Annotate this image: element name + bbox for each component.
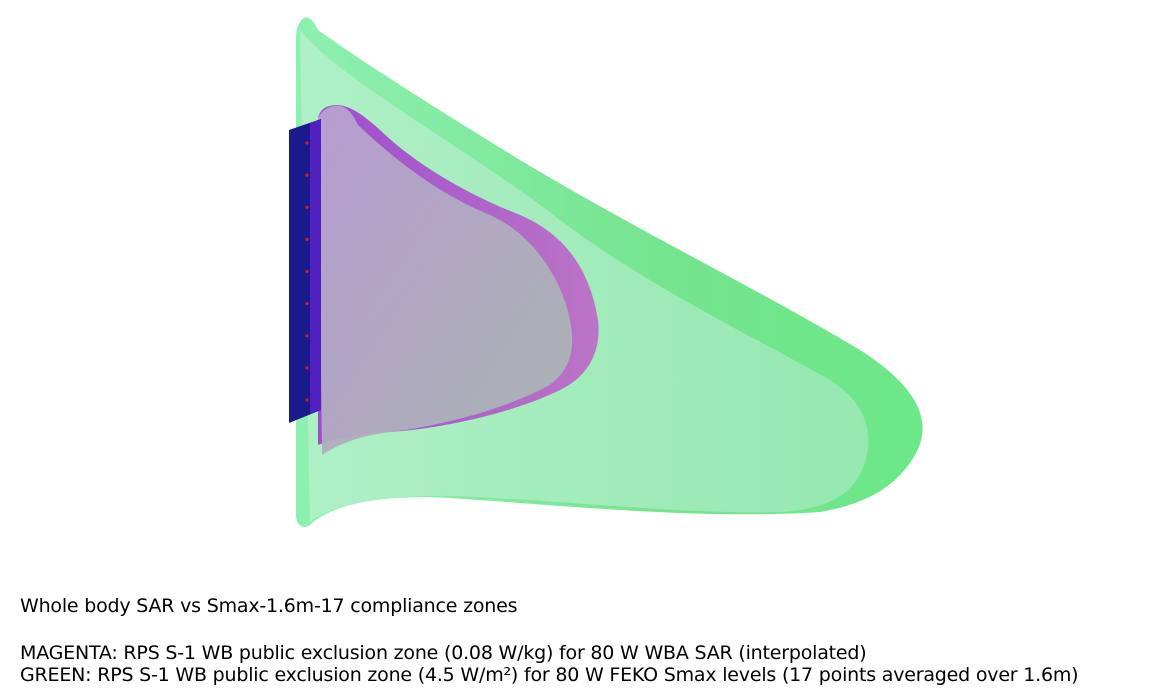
antenna-point bbox=[305, 237, 309, 241]
legend-magenta-line: MAGENTA: RPS S-1 WB public exclusion zon… bbox=[20, 642, 867, 664]
legend-green-line: GREEN: RPS S-1 WB public exclusion zone … bbox=[20, 664, 1079, 686]
compliance-zones-render bbox=[289, 17, 923, 527]
antenna-point bbox=[305, 366, 309, 370]
antenna-point bbox=[305, 269, 309, 274]
antenna-point bbox=[305, 205, 309, 209]
antenna-point bbox=[305, 141, 309, 145]
antenna-panel-edge bbox=[310, 119, 321, 414]
figure-title: Whole body SAR vs Smax-1.6m-17 complianc… bbox=[20, 595, 518, 617]
overlap-region bbox=[318, 105, 573, 456]
antenna-point bbox=[305, 173, 309, 177]
3d-viewport[interactable] bbox=[0, 0, 1160, 580]
antenna-point bbox=[305, 302, 309, 306]
antenna-point bbox=[305, 398, 309, 402]
antenna-point bbox=[305, 334, 309, 338]
antenna-points bbox=[305, 141, 309, 402]
